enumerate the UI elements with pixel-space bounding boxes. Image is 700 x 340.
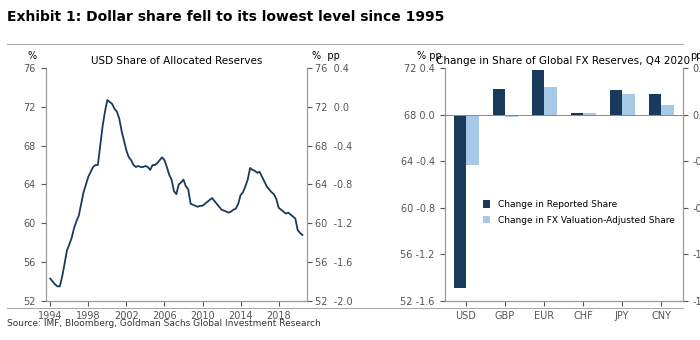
Bar — [583, 114, 596, 115]
Bar — [570, 114, 583, 115]
Legend: Change in Reported Share, Change in FX Valuation-Adjusted Share: Change in Reported Share, Change in FX V… — [480, 197, 678, 228]
Text: %  pp: % pp — [312, 51, 340, 61]
Bar — [466, 115, 479, 165]
Title: USD Share of Allocated Reserves: USD Share of Allocated Reserves — [91, 56, 262, 66]
Text: pp: pp — [690, 51, 700, 61]
Bar — [622, 94, 634, 115]
Bar — [493, 89, 505, 115]
Bar — [454, 115, 466, 288]
Bar — [531, 70, 544, 115]
Bar — [661, 105, 673, 115]
Title: Change in Share of Global FX Reserves, Q4 2020: Change in Share of Global FX Reserves, Q… — [437, 56, 691, 66]
Text: Exhibit 1: Dollar share fell to its lowest level since 1995: Exhibit 1: Dollar share fell to its lowe… — [7, 10, 444, 24]
Bar — [544, 87, 556, 115]
Text: %: % — [27, 51, 36, 61]
Text: % pp: % pp — [417, 51, 442, 61]
Text: Source: IMF, Bloomberg, Goldman Sachs Global Investment Research: Source: IMF, Bloomberg, Goldman Sachs Gl… — [7, 319, 321, 328]
Bar — [505, 115, 517, 117]
Bar — [649, 94, 661, 115]
Bar — [610, 90, 622, 115]
